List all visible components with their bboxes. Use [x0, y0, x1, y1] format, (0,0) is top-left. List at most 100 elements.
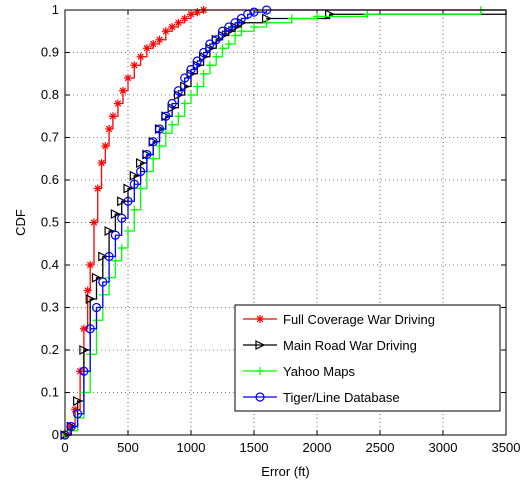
axis-ticks: 0 500 1000 1500 2000 2500 3000 3500 0 0.1 0.2 0.3 0.… [41, 2, 521, 455]
data-point [212, 52, 221, 61]
x-tick-label: 1000 [177, 440, 206, 455]
data-point [187, 91, 195, 99]
data-point [161, 27, 170, 36]
x-tick-label: 3000 [429, 440, 458, 455]
y-tick-label: 0.8 [41, 87, 59, 102]
data-point [199, 69, 208, 78]
data-point [363, 10, 372, 19]
data-point [168, 23, 177, 31]
data-point [236, 13, 246, 24]
data-point [224, 22, 234, 32]
data-point [250, 23, 258, 31]
data-point [97, 159, 106, 167]
x-tick-label: 0 [61, 440, 68, 455]
plot-area-frame [64, 9, 507, 436]
data-point [123, 196, 133, 206]
data-point [93, 184, 102, 193]
data-point [72, 396, 83, 406]
data-point [180, 14, 189, 23]
x-tick-label: 1500 [240, 440, 269, 455]
data-point [148, 137, 158, 147]
data-point [104, 251, 114, 262]
data-point [108, 112, 117, 121]
data-point [211, 35, 221, 45]
data-point [249, 7, 259, 17]
legend-label: Main Road War Driving [283, 338, 417, 353]
legend-entry: Tiger/Line Database [243, 390, 400, 405]
data-point [205, 39, 215, 49]
data-point [71, 405, 80, 414]
x-axis-title: Error (ft) [261, 464, 309, 479]
data-point [218, 44, 227, 53]
legend-entry: Yahoo Maps [243, 364, 356, 379]
data-point [199, 47, 209, 58]
data-point [129, 179, 139, 189]
y-tick-label: 0.1 [41, 385, 59, 400]
data-point [187, 10, 195, 19]
data-point [117, 196, 128, 207]
data-point [149, 40, 158, 48]
data-point [193, 8, 202, 17]
data-point [79, 366, 89, 376]
series-line [65, 9, 506, 436]
data-point [72, 409, 83, 419]
data-point [104, 226, 115, 236]
data-point [113, 99, 122, 108]
data-point [105, 125, 114, 133]
data-point [167, 98, 177, 109]
data-point [117, 244, 126, 252]
data-point [262, 18, 271, 27]
data-point [111, 256, 120, 265]
data-point [85, 324, 95, 334]
legend-marker [255, 392, 265, 402]
data-point [224, 40, 233, 48]
legend-marker [256, 315, 264, 323]
data-point [168, 120, 177, 129]
data-point [174, 112, 183, 121]
legend-label: Yahoo Maps [283, 364, 356, 379]
data-point [110, 230, 121, 240]
data-point [149, 154, 158, 163]
data-point [180, 99, 189, 108]
data-point [123, 183, 134, 194]
legend: Full Coverage War Driving Main Road War D… [234, 304, 501, 412]
data-point [161, 111, 171, 121]
data-point [173, 86, 183, 96]
legend-label: Tiger/Line Database [283, 390, 400, 405]
data-point [136, 166, 146, 177]
data-point [129, 170, 140, 181]
series-3 [60, 5, 506, 440]
data-point [136, 52, 145, 61]
data-point [110, 209, 121, 219]
data-point [237, 27, 246, 36]
y-tick-label: 0.2 [41, 342, 59, 357]
data-point [124, 227, 132, 235]
data-point [79, 345, 90, 355]
data-point [155, 35, 164, 44]
data-point [136, 184, 145, 193]
data-point [161, 129, 170, 138]
data-point [192, 56, 202, 66]
y-tick-label: 0.7 [41, 130, 59, 145]
data-point [231, 31, 240, 40]
data-point [142, 149, 152, 160]
data-point [217, 26, 228, 36]
data-point [124, 74, 132, 82]
data-point [101, 142, 110, 150]
data-point [98, 251, 109, 262]
y-tick-label: 1 [52, 2, 59, 17]
legend-entry: Main Road War Driving [243, 338, 417, 353]
data-point [193, 82, 202, 91]
data-point [186, 64, 196, 75]
x-tick-label: 3500 [492, 440, 521, 455]
legend-marker [256, 367, 264, 375]
y-tick-label: 0.6 [41, 172, 59, 187]
y-tick-label: 0.4 [41, 257, 59, 272]
data-point [205, 61, 214, 70]
y-tick-label: 0.9 [41, 45, 59, 60]
x-tick-label: 2500 [366, 440, 395, 455]
data-point [130, 61, 139, 70]
data-point [142, 44, 151, 53]
data-point [180, 73, 190, 83]
